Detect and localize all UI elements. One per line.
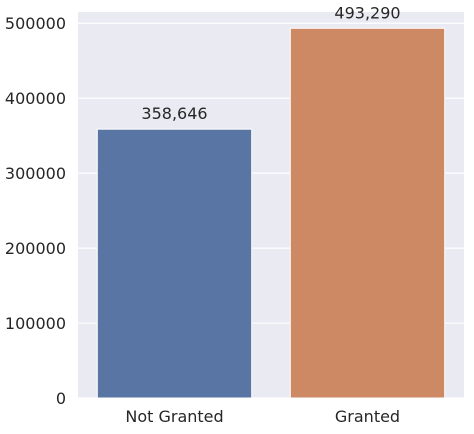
data-labels: 358,646 493,290: [141, 3, 400, 123]
y-tick-label: 500000: [5, 14, 66, 33]
data-label: 358,646: [141, 104, 207, 123]
y-tick-labels: 0 100000 200000 300000 400000 500000: [5, 14, 66, 408]
y-tick-label: 300000: [5, 164, 66, 183]
data-label: 493,290: [334, 3, 400, 22]
y-tick-label: 400000: [5, 89, 66, 108]
x-tick-label: Granted: [335, 407, 400, 426]
y-tick-label: 0: [56, 389, 66, 408]
x-tick-label: Not Granted: [125, 407, 223, 426]
y-tick-label: 100000: [5, 314, 66, 333]
y-tick-label: 200000: [5, 239, 66, 258]
bars: [96, 27, 446, 399]
bar-granted: [289, 27, 446, 399]
x-tick-labels: Not Granted Granted: [125, 407, 400, 426]
bar-not-granted: [96, 128, 253, 399]
